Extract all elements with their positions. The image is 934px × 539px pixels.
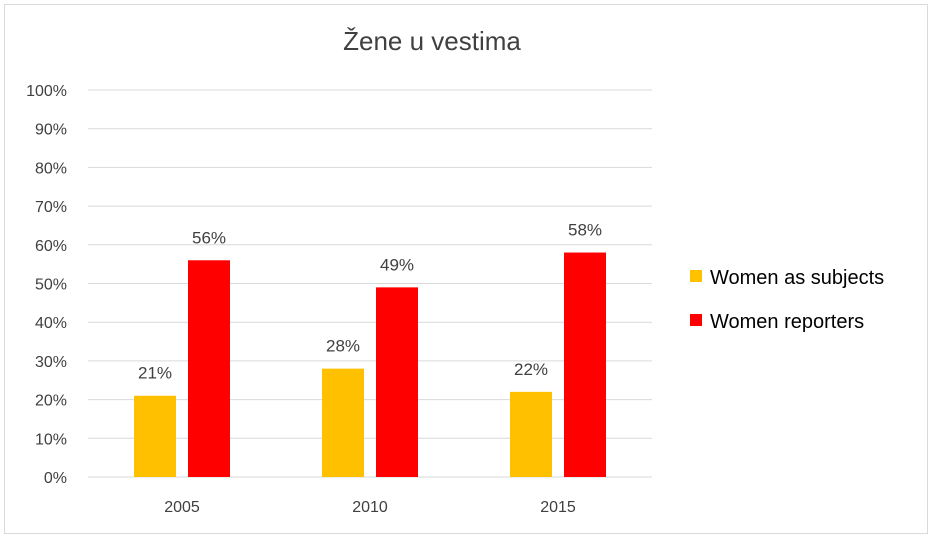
y-tick-label: 30% [35,354,67,371]
y-tick-label: 100% [26,83,67,100]
y-tick-label: 10% [35,431,67,448]
data-label: 22% [514,360,548,379]
x-tick-label: 2010 [352,499,388,516]
bar [188,260,230,477]
bar [510,391,552,477]
data-label: 49% [380,255,414,274]
bar [376,287,418,477]
y-tick-label: 80% [35,160,67,177]
y-tick-label: 60% [35,238,67,255]
x-axis-ticks: 2005 2010 2015 [164,499,576,516]
data-label: 21% [138,364,172,383]
x-tick-label: 2005 [164,499,200,516]
bar [134,395,176,477]
legend: Women as subjects Women reporters [690,267,884,333]
y-tick-label: 0% [44,470,67,487]
data-label: 58% [568,221,602,240]
x-tick-label: 2015 [540,499,576,516]
y-tick-label: 50% [35,277,67,294]
y-axis-ticks: 0% 10% 20% 30% 40% 50% 60% 70% 80% 90% 100% [26,83,67,487]
data-label: 56% [192,228,226,247]
y-tick-label: 90% [35,122,67,139]
y-tick-label: 20% [35,393,67,410]
chart-title: Žene u vestima [343,26,521,56]
y-tick-label: 70% [35,199,67,216]
legend-swatch [690,270,702,282]
legend-label: Women reporters [710,311,864,333]
gridlines [88,89,652,478]
y-tick-label: 40% [35,315,67,332]
bars: 21% 56% 28% 49% 22% 58% [134,221,606,477]
legend-swatch [690,314,702,326]
bar [322,368,364,477]
bar [564,252,606,477]
data-label: 28% [326,337,360,356]
legend-label: Women as subjects [710,267,884,289]
